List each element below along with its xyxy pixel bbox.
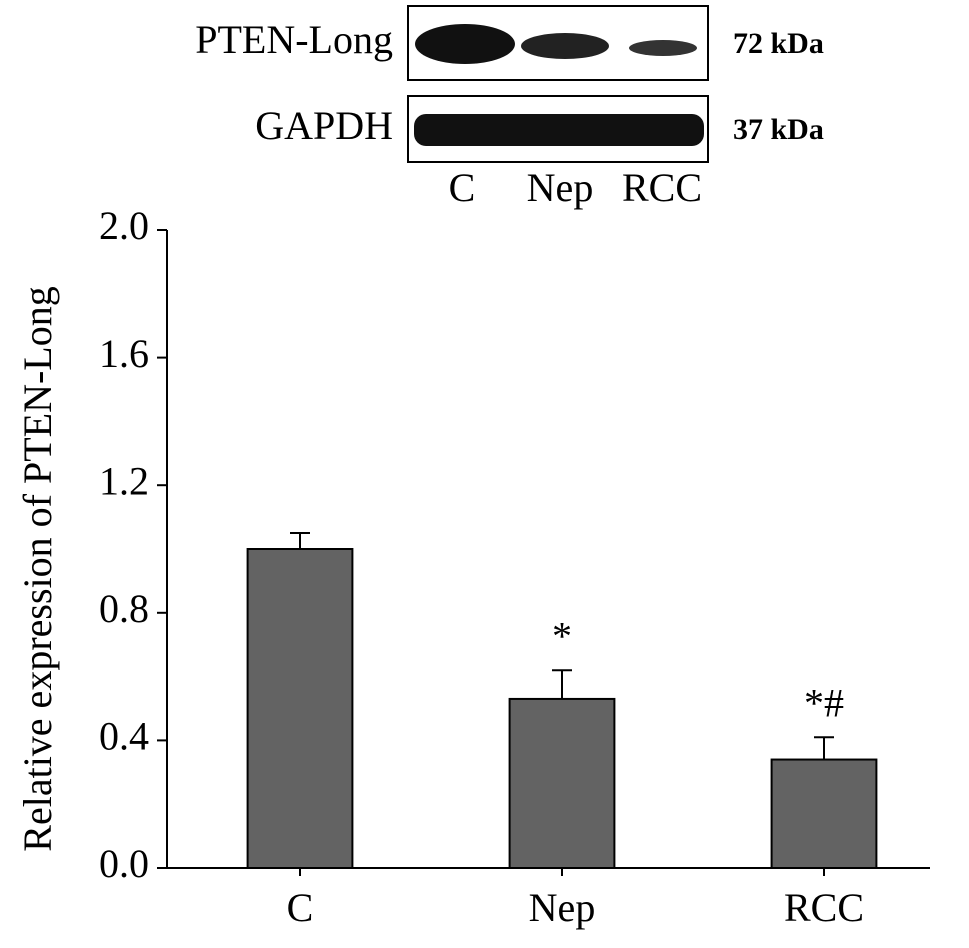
y-tick-label: 1.6 [99, 331, 149, 376]
western-blot [407, 5, 709, 163]
bar [508, 697, 616, 869]
y-axis-label: Relative expression of PTEN-Long [15, 286, 60, 851]
blot-row-label: PTEN-Long [195, 17, 393, 62]
y-tick-label: 0.0 [99, 841, 149, 886]
y-tick-label: 2.0 [99, 203, 149, 248]
blot-band [629, 40, 697, 56]
y-tick-label: 1.2 [99, 458, 149, 503]
x-tick-label: C [287, 885, 314, 930]
blot-lane-label: RCC [622, 165, 702, 210]
y-tick-label: 0.8 [99, 586, 149, 631]
bar [246, 548, 354, 869]
y-tick-label: 0.4 [99, 714, 149, 759]
blot-lane-label: Nep [527, 165, 594, 210]
significance-mark: *# [804, 680, 844, 725]
blot-size-label: 37 kDa [733, 113, 824, 146]
blot-band [521, 33, 609, 59]
significance-mark: * [552, 613, 572, 658]
bar [770, 758, 878, 869]
blot-lane-label: C [449, 165, 476, 210]
blot-band [415, 24, 515, 64]
blot-band [414, 114, 704, 146]
x-tick-label: RCC [784, 885, 864, 930]
blot-size-label: 72 kDa [733, 27, 824, 60]
blot-row-label: GAPDH [255, 103, 393, 148]
x-tick-label: Nep [529, 885, 596, 930]
